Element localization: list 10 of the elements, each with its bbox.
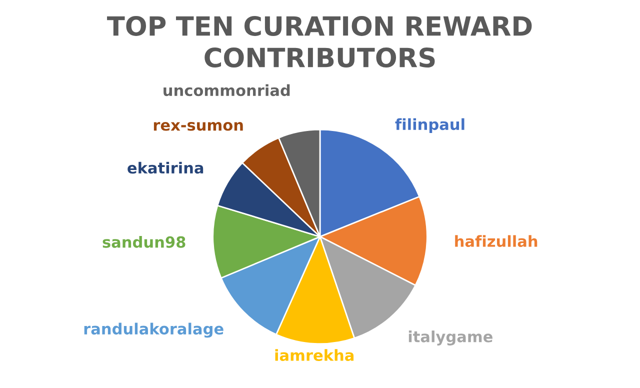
slice-label: uncommonriad xyxy=(164,84,290,96)
slice-label: filinpaul xyxy=(395,118,464,134)
slice-label: rex-sumon xyxy=(154,122,243,131)
chart-title: TOP TEN CURATION REWARD CONTRIBUTORS xyxy=(107,16,532,68)
slice-label: iamrekha xyxy=(275,349,354,361)
slice-label: italygame xyxy=(408,330,492,346)
slice-label: ekatirina xyxy=(128,162,204,174)
slice-label: sandun98 xyxy=(102,236,186,248)
slice-label: hafizullah xyxy=(455,235,538,248)
slice-label: randulakoralage xyxy=(84,322,224,338)
